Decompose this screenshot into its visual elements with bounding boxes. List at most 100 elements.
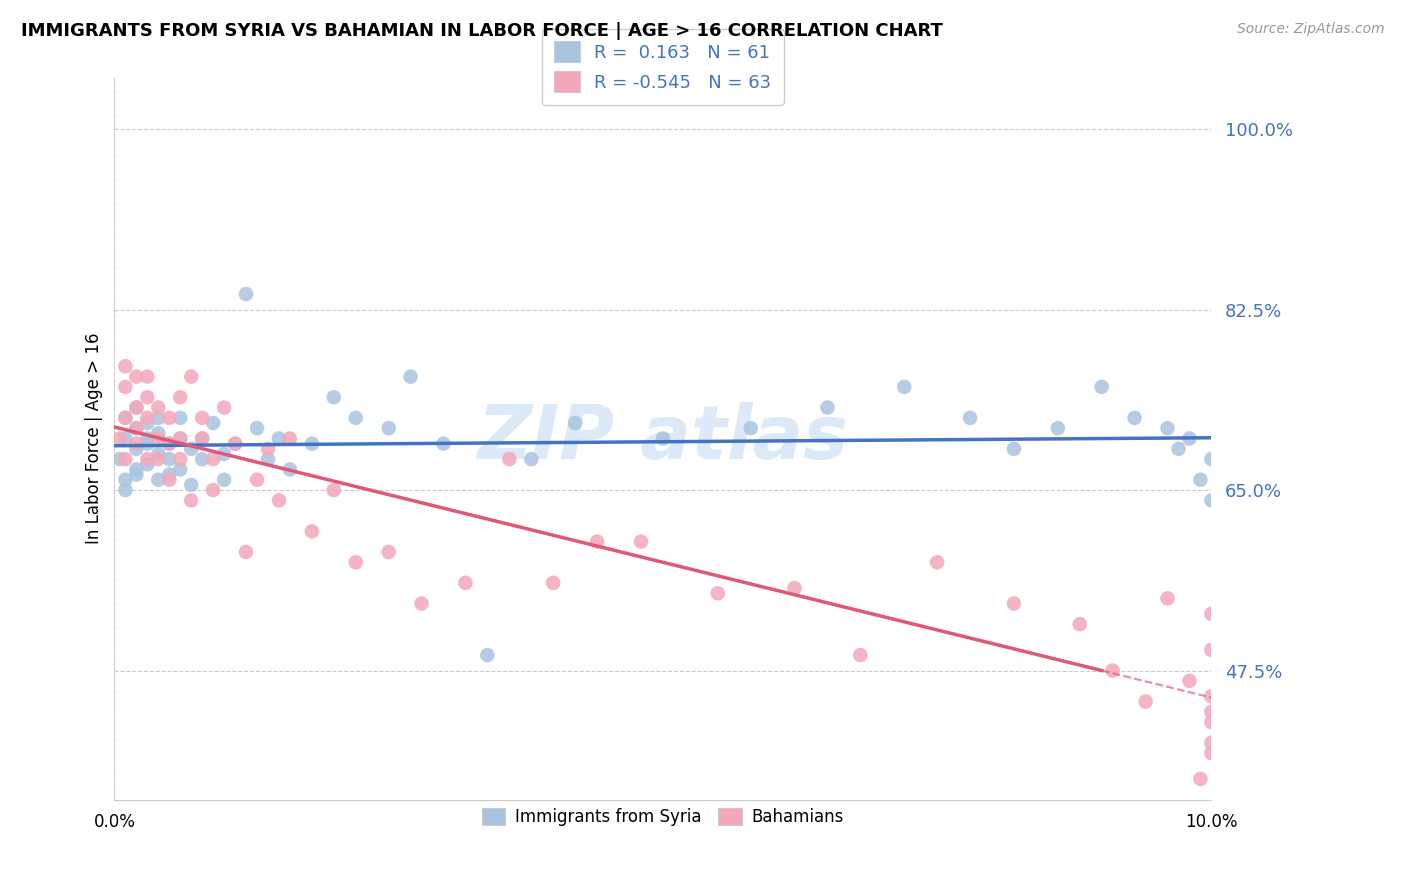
Point [1069,617,1091,632]
Point [212,447,235,461]
Point [136,436,159,450]
Point [278,432,301,446]
Point [148,473,170,487]
Point [125,436,148,450]
Point [169,390,191,404]
Point [454,575,477,590]
Point [257,452,280,467]
Point [169,452,191,467]
Point [1002,597,1025,611]
Point [136,390,159,404]
Point [377,545,399,559]
Point [114,410,136,425]
Point [157,436,180,450]
Point [125,421,148,435]
Point [125,442,148,456]
Point [191,432,214,446]
Point [322,390,344,404]
Point [411,597,433,611]
Point [344,410,367,425]
Point [125,467,148,482]
Point [212,473,235,487]
Point [136,369,159,384]
Point [169,432,191,446]
Point [1189,473,1212,487]
Point [1091,380,1114,394]
Point [1178,432,1201,446]
Point [1135,694,1157,708]
Point [586,534,609,549]
Point [1201,746,1223,760]
Point [114,432,136,446]
Point [1201,493,1223,508]
Point [498,452,520,467]
Point [1101,664,1123,678]
Point [1201,690,1223,704]
Point [1156,591,1178,606]
Text: ZIP atlas: ZIP atlas [478,402,848,475]
Text: IMMIGRANTS FROM SYRIA VS BAHAMIAN IN LABOR FORCE | AGE > 16 CORRELATION CHART: IMMIGRANTS FROM SYRIA VS BAHAMIAN IN LAB… [21,22,943,40]
Point [1201,736,1223,750]
Point [541,575,564,590]
Point [1201,452,1223,467]
Point [157,410,180,425]
Point [169,410,191,425]
Point [180,493,202,508]
Point [148,410,170,425]
Point [180,369,202,384]
Point [180,442,202,456]
Point [202,452,225,467]
Point [278,462,301,476]
Point [399,369,422,384]
Point [148,432,170,446]
Legend: Immigrants from Syria, Bahamians: Immigrants from Syria, Bahamians [474,800,852,835]
Point [169,462,191,476]
Point [157,436,180,450]
Point [125,401,148,415]
Point [202,483,225,497]
Point [169,432,191,446]
Point [927,555,949,569]
Point [817,401,839,415]
Point [959,410,981,425]
Point [1123,410,1146,425]
Point [1189,772,1212,786]
Point [136,457,159,471]
Point [893,380,915,394]
Point [136,452,159,467]
Point [1201,607,1223,621]
Point [114,380,136,394]
Point [740,421,762,435]
Point [136,416,159,430]
Y-axis label: In Labor Force | Age > 16: In Labor Force | Age > 16 [86,333,103,544]
Point [322,483,344,497]
Point [246,421,269,435]
Point [180,478,202,492]
Point [191,410,214,425]
Point [125,462,148,476]
Point [114,483,136,497]
Point [301,524,323,539]
Point [706,586,728,600]
Point [136,410,159,425]
Point [157,467,180,482]
Point [202,416,225,430]
Point [148,426,170,441]
Point [114,452,136,467]
Point [1178,673,1201,688]
Point [1201,715,1223,730]
Point [1002,442,1025,456]
Point [212,401,235,415]
Point [191,452,214,467]
Point [1167,442,1189,456]
Point [630,534,652,549]
Point [191,432,214,446]
Point [148,452,170,467]
Point [344,555,367,569]
Point [257,442,280,456]
Point [783,581,806,595]
Point [267,432,290,446]
Point [564,416,586,430]
Point [246,473,269,487]
Point [377,421,399,435]
